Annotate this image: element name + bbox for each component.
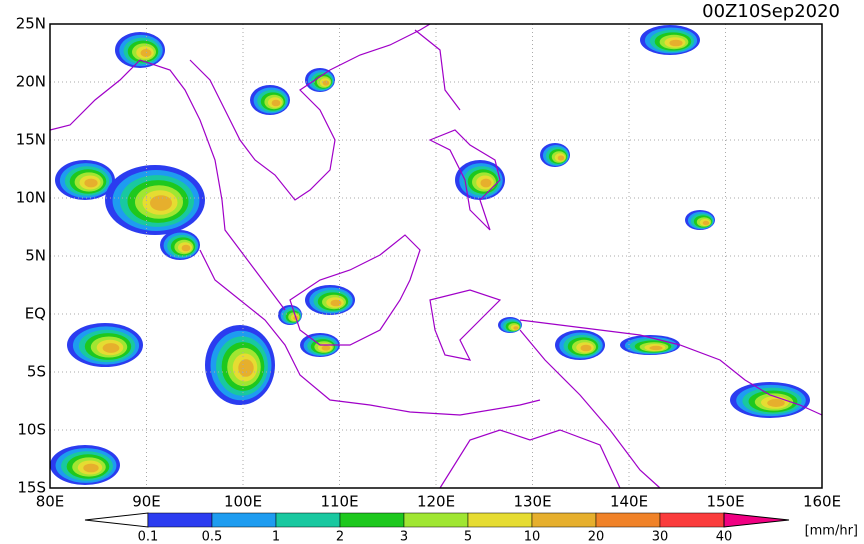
colorbar: 0.1 0.5 1 2 3 5 10 20 30 40 [mm/hr]: [84, 512, 858, 544]
colorbar-box: [211, 512, 277, 528]
lon-label: 150E: [706, 493, 744, 511]
coastline: [49, 59, 286, 311]
rain-cell: [238, 359, 254, 377]
lon-label: 80E: [36, 493, 65, 511]
rain-cell: [321, 345, 331, 351]
coastline: [428, 129, 501, 231]
rain-cell: [181, 244, 191, 252]
colorbar-label: 0.1: [138, 530, 159, 544]
colorbar-box: [403, 512, 469, 528]
colorbar-box: [595, 512, 661, 528]
colorbar-label: 0.5: [202, 530, 223, 544]
coastline: [439, 429, 621, 489]
colorbar-label: 5: [464, 530, 472, 544]
coastline: [289, 234, 421, 346]
map-frame: [49, 23, 823, 489]
coastline: [429, 289, 502, 361]
colorbar-box: [147, 512, 213, 528]
coastline: [199, 249, 541, 416]
precipitation: [50, 25, 810, 485]
colorbar-unit: [mm/hr]: [805, 524, 858, 539]
rain-cell: [102, 343, 120, 353]
rain-cell: [83, 463, 99, 473]
map-title: 00Z10Sep2020: [702, 1, 840, 22]
coastline: [414, 29, 461, 111]
colorbar-label: 3: [400, 530, 408, 544]
lat-label: 15S: [17, 479, 46, 497]
colorbar-box: [531, 512, 597, 528]
colorbar-box: [275, 512, 341, 528]
colorbar-label: 10: [524, 530, 541, 544]
colorbar-label: 2: [336, 530, 344, 544]
lon-label: 120E: [417, 493, 455, 511]
colorbar-label: 30: [652, 530, 669, 544]
rain-cell: [557, 155, 565, 161]
lon-label: 100E: [224, 493, 262, 511]
coastline: [189, 23, 431, 201]
lon-label: 130E: [513, 493, 551, 511]
lon-label: 110E: [320, 493, 358, 511]
rain-cell: [322, 80, 330, 86]
rain-cell: [580, 344, 592, 352]
colorbar-label: 40: [716, 530, 733, 544]
rain-cell: [649, 345, 663, 351]
rain-cell: [271, 99, 281, 107]
lat-label: 10N: [16, 189, 46, 207]
colorbar-high-triangle: [723, 512, 790, 528]
colorbar-label: 1: [272, 530, 280, 544]
rain-cell: [513, 326, 519, 330]
lat-label: EQ: [25, 305, 46, 323]
lat-label: 5N: [25, 247, 46, 265]
coastline: [519, 329, 661, 489]
lat-label: 20N: [16, 73, 46, 91]
lat-label: 10S: [17, 421, 46, 439]
rain-cell: [702, 220, 710, 226]
colorbar-box: [659, 512, 725, 528]
lat-label: 25N: [16, 15, 46, 33]
lon-label: 90E: [132, 493, 161, 511]
rain-cell: [150, 195, 172, 211]
lon-label: 160E: [803, 493, 841, 511]
coastlines: [49, 23, 823, 489]
colorbar-low-triangle: [84, 512, 149, 528]
rain-cell: [480, 178, 492, 188]
colorbar-box: [467, 512, 533, 528]
lat-label: 15N: [16, 131, 46, 149]
rain-cell: [84, 178, 98, 188]
lon-label: 140E: [610, 493, 648, 511]
colorbar-box: [339, 512, 405, 528]
coastline: [519, 319, 823, 416]
colorbar-label: 20: [588, 530, 605, 544]
rain-cell: [669, 39, 683, 47]
lat-label: 5S: [27, 363, 46, 381]
rain-cell: [767, 399, 785, 407]
rain-cell: [330, 299, 342, 307]
